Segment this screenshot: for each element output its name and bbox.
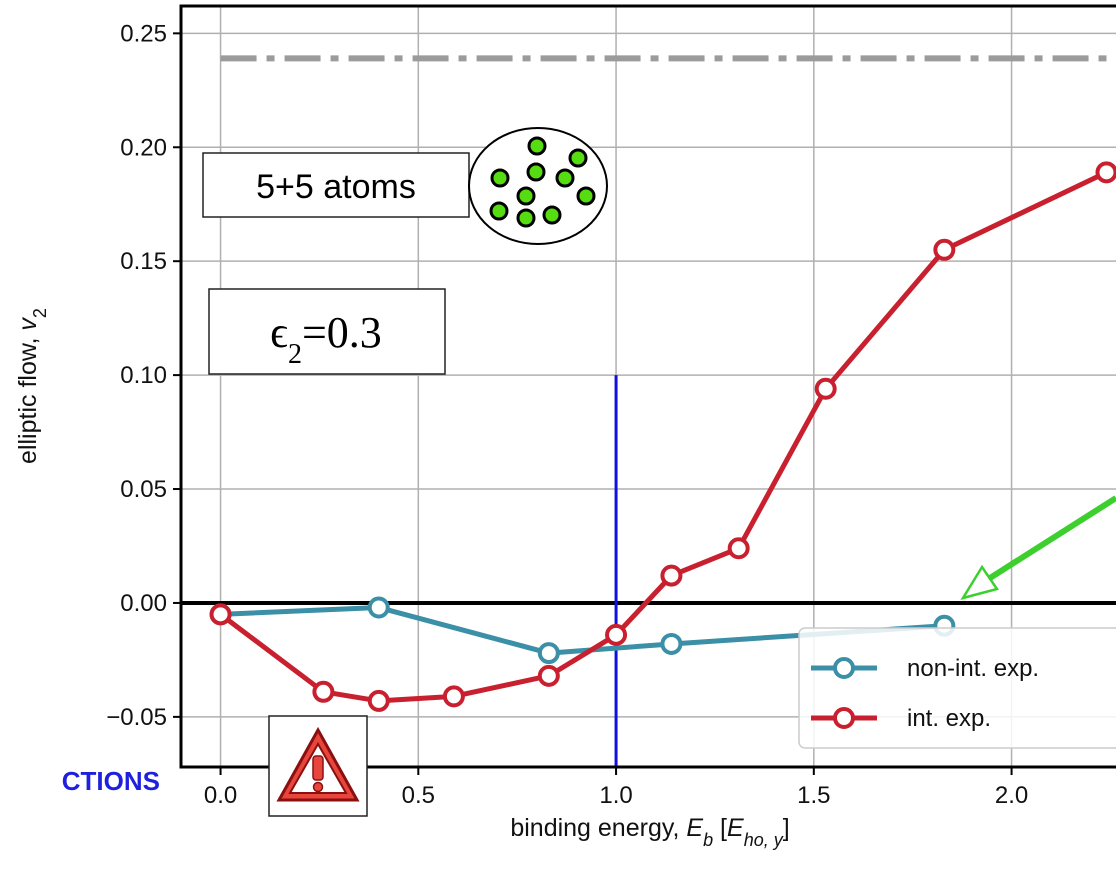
series-point (605, 623, 628, 646)
atoms-label-box (202, 152, 470, 218)
reference-lines (181, 55, 1116, 767)
series-point (537, 642, 560, 665)
x-tick-label: 1.0 (599, 782, 632, 809)
y-tick-label: 0.05 (120, 476, 167, 503)
series-point (814, 377, 837, 400)
legend-label: int. exp. (907, 705, 991, 732)
warning-triangle-icon (268, 715, 368, 817)
x-tick-label: 0.5 (402, 782, 435, 809)
green-arrow (960, 495, 1116, 601)
y-tick-label: 0.25 (120, 20, 167, 47)
y-tick-label: 0.00 (120, 590, 167, 617)
y-axis-label: elliptic flow, v2 (14, 308, 50, 464)
atom-cloud-icon (468, 127, 608, 245)
series-point (660, 564, 683, 587)
tick-layer: 0.0 0.5 1.0 1.5 2.0 −0.05 0.00 0.05 0.10 0.15 0.20… (106, 20, 1028, 809)
series-point (367, 596, 390, 619)
series-point (367, 689, 390, 712)
y-tick-label: 0.10 (120, 362, 167, 389)
y-tick-label: −0.05 (106, 704, 167, 731)
epsilon-box (208, 288, 446, 375)
x-tick-label: 0.0 (204, 782, 237, 809)
series-point (933, 238, 956, 261)
series-point (1095, 161, 1116, 184)
x-tick-label: 2.0 (995, 782, 1028, 809)
y-tick-label: 0.20 (120, 134, 167, 161)
series-line (219, 170, 1108, 704)
series-point (727, 537, 750, 560)
legend-marker (833, 707, 855, 729)
plot-frame (179, 4, 1116, 769)
epsilon-label: ϵ2=0.3 (270, 308, 382, 370)
series-point (209, 603, 232, 626)
series-1 (209, 161, 1116, 712)
x-axis-label: binding energy, Eb [Eho, y] (510, 814, 789, 850)
legend: non-int. exp. int. exp. (798, 627, 1116, 749)
series-point (660, 632, 683, 655)
x-tick-label: 1.5 (797, 782, 830, 809)
series-point (442, 685, 465, 708)
atoms-label: 5+5 atoms (256, 168, 416, 206)
series-layer (209, 161, 1116, 712)
y-tick-label: 0.15 (120, 248, 167, 275)
legend-label: non-int. exp. (907, 655, 1039, 682)
cut-blue-text: CTIONS (62, 766, 160, 796)
series-point (537, 664, 560, 687)
legend-marker (833, 657, 855, 679)
series-point (312, 680, 335, 703)
